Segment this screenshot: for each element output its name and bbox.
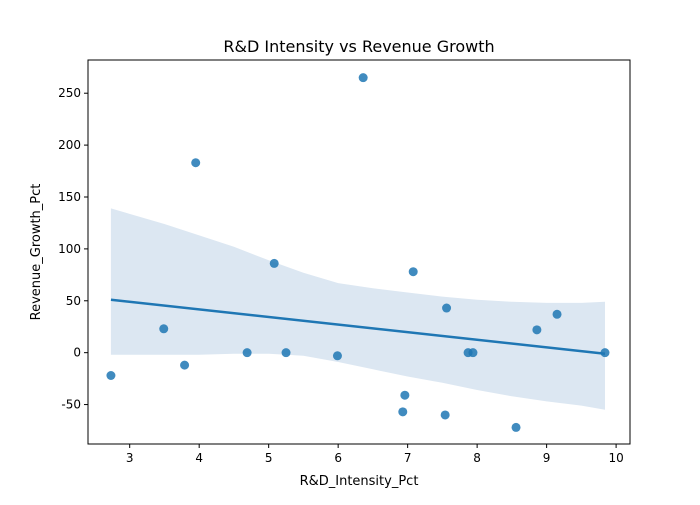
regression-line [110, 298, 606, 355]
scatter-point [400, 390, 410, 400]
y-axis-label: Revenue_Growth_Pct [29, 184, 44, 321]
scatter-point [468, 348, 478, 358]
x-tick-label: 8 [473, 451, 481, 465]
scatter-point [269, 258, 279, 268]
scatter-point [332, 351, 342, 361]
scatter-point [442, 303, 452, 313]
y-tick-label: 200 [58, 138, 81, 152]
regression-line-layer [110, 298, 606, 355]
y-tick-label: 150 [58, 190, 81, 204]
scatter-point [180, 360, 190, 370]
scatter-point [242, 348, 252, 358]
x-tick-label: 6 [334, 451, 342, 465]
scatter-point [358, 73, 368, 83]
scatter-point [511, 422, 521, 432]
scatter-point [440, 410, 450, 420]
x-tick-label: 9 [543, 451, 551, 465]
y-tick-label: 100 [58, 242, 81, 256]
chart-title: R&D Intensity vs Revenue Growth [223, 37, 494, 56]
scatter-point [159, 324, 169, 334]
scatter-point [408, 267, 418, 277]
confidence-band [110, 208, 606, 410]
x-tick-label: 3 [126, 451, 134, 465]
scatter-point [106, 371, 116, 381]
scatter-point [532, 325, 542, 335]
scatter-point [191, 158, 201, 168]
x-tick-label: 7 [404, 451, 412, 465]
plot-frame [87, 59, 631, 445]
y-tick-label: 50 [66, 294, 81, 308]
x-axis-label: R&D_Intensity_Pct [300, 474, 419, 489]
confidence-band-layer [110, 208, 606, 410]
x-axis: 3 4 5 6 7 8 9 10 [126, 444, 624, 465]
x-tick-label: 10 [608, 451, 623, 465]
y-axis: -50 0 50 100 150 200 250 [58, 86, 88, 412]
scatter-point [281, 348, 291, 358]
x-tick-label: 4 [195, 451, 203, 465]
scatter-point [552, 309, 562, 319]
y-tick-label: 0 [73, 346, 81, 360]
scatter-point [398, 407, 408, 417]
x-tick-label: 5 [265, 451, 273, 465]
y-tick-label: 250 [58, 86, 81, 100]
points-layer [106, 73, 610, 432]
y-tick-label: -50 [61, 398, 81, 412]
